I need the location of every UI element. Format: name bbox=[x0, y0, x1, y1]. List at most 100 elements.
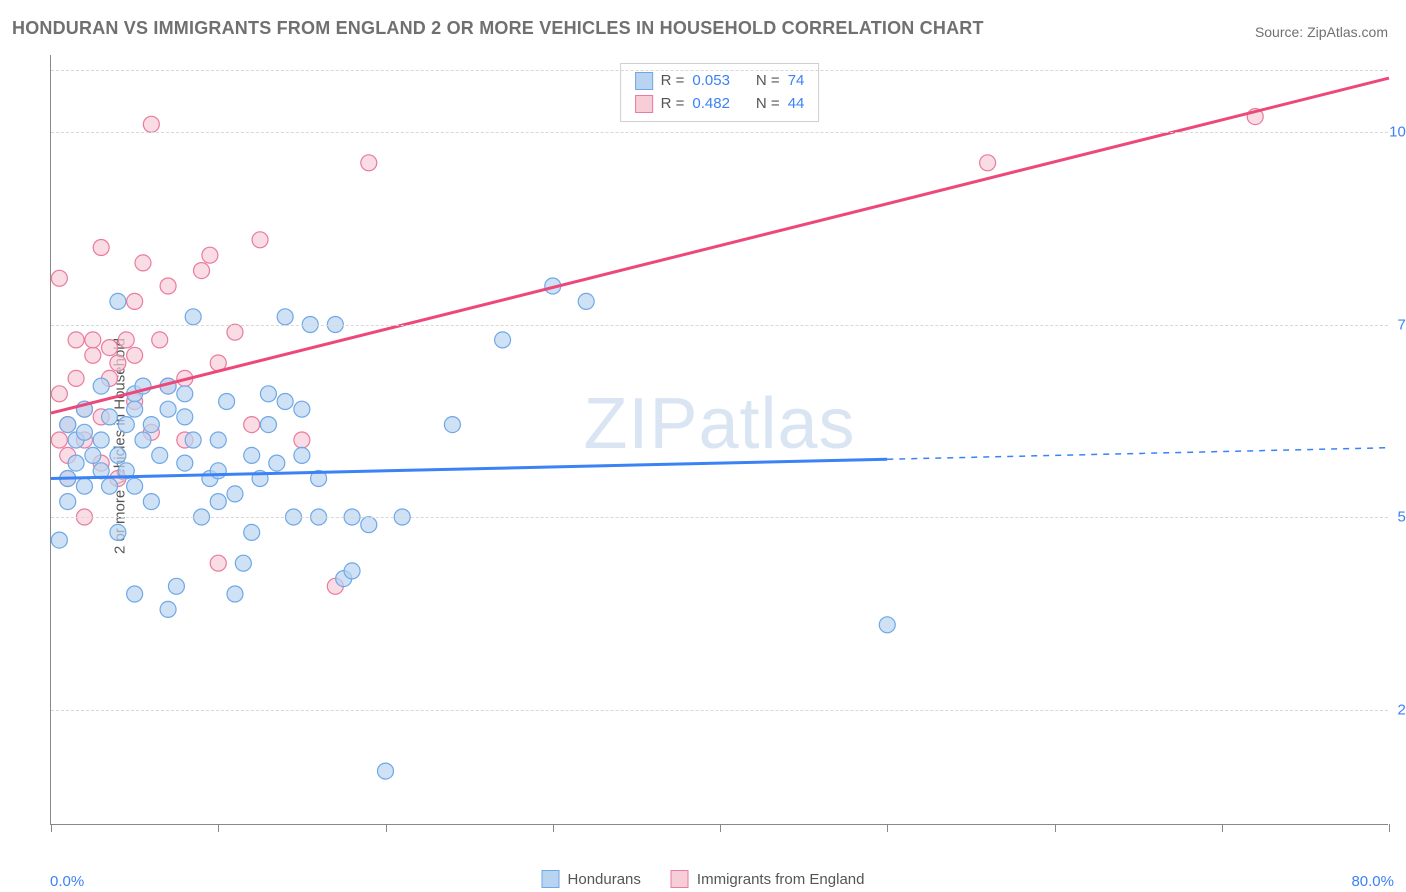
regression-line bbox=[51, 78, 1389, 413]
data-point bbox=[227, 324, 243, 340]
data-point bbox=[118, 417, 134, 433]
data-point bbox=[244, 447, 260, 463]
x-tick bbox=[553, 824, 554, 832]
data-point bbox=[210, 494, 226, 510]
x-tick bbox=[218, 824, 219, 832]
data-point bbox=[160, 278, 176, 294]
legend-item-a: Hondurans bbox=[542, 870, 641, 888]
data-point bbox=[102, 340, 118, 356]
data-point bbox=[68, 370, 84, 386]
data-point bbox=[60, 494, 76, 510]
data-point bbox=[294, 447, 310, 463]
data-point bbox=[51, 432, 67, 448]
data-point bbox=[879, 617, 895, 633]
data-point bbox=[344, 563, 360, 579]
regression-line-extrapolated bbox=[887, 448, 1389, 460]
data-point bbox=[294, 432, 310, 448]
data-point bbox=[294, 401, 310, 417]
chart-title: HONDURAN VS IMMIGRANTS FROM ENGLAND 2 OR… bbox=[12, 18, 984, 39]
data-point bbox=[235, 555, 251, 571]
data-point bbox=[85, 447, 101, 463]
data-point bbox=[495, 332, 511, 348]
data-point bbox=[168, 578, 184, 594]
grid-line bbox=[51, 517, 1388, 518]
data-point bbox=[85, 332, 101, 348]
data-point bbox=[219, 394, 235, 410]
series-legend: Hondurans Immigrants from England bbox=[542, 870, 865, 888]
data-point bbox=[93, 432, 109, 448]
swatch-b-icon bbox=[671, 870, 689, 888]
grid-line bbox=[51, 132, 1388, 133]
data-point bbox=[68, 332, 84, 348]
data-point bbox=[185, 432, 201, 448]
data-point bbox=[244, 417, 260, 433]
x-tick bbox=[1055, 824, 1056, 832]
data-point bbox=[143, 116, 159, 132]
legend-item-b: Immigrants from England bbox=[671, 870, 865, 888]
data-point bbox=[194, 263, 210, 279]
data-point bbox=[378, 763, 394, 779]
x-tick bbox=[51, 824, 52, 832]
data-point bbox=[76, 478, 92, 494]
data-point bbox=[127, 293, 143, 309]
data-point bbox=[127, 347, 143, 363]
source-label: Source: ZipAtlas.com bbox=[1255, 24, 1388, 40]
data-point bbox=[118, 332, 134, 348]
y-tick-label: 100.0% bbox=[1389, 124, 1406, 141]
data-point bbox=[51, 532, 67, 548]
data-point bbox=[361, 517, 377, 533]
data-point bbox=[93, 378, 109, 394]
data-point bbox=[185, 309, 201, 325]
y-tick-label: 25.0% bbox=[1397, 701, 1406, 718]
grid-line bbox=[51, 325, 1388, 326]
x-tick-label-max: 80.0% bbox=[1351, 873, 1394, 890]
data-point bbox=[260, 417, 276, 433]
legend-label-a: Hondurans bbox=[568, 871, 641, 888]
data-point bbox=[127, 586, 143, 602]
legend-label-b: Immigrants from England bbox=[697, 871, 865, 888]
data-point bbox=[93, 240, 109, 256]
data-point bbox=[135, 255, 151, 271]
data-point bbox=[361, 155, 377, 171]
y-tick-label: 50.0% bbox=[1397, 509, 1406, 526]
data-point bbox=[110, 524, 126, 540]
data-point bbox=[51, 270, 67, 286]
x-tick bbox=[1389, 824, 1390, 832]
data-point bbox=[143, 417, 159, 433]
data-point bbox=[210, 463, 226, 479]
data-point bbox=[102, 478, 118, 494]
data-point bbox=[110, 293, 126, 309]
x-tick bbox=[887, 824, 888, 832]
data-point bbox=[68, 455, 84, 471]
data-point bbox=[227, 486, 243, 502]
data-point bbox=[980, 155, 996, 171]
data-point bbox=[102, 409, 118, 425]
data-point bbox=[227, 586, 243, 602]
plot-area: ZIPatlas R = 0.053 N = 74 R = 0.482 N = … bbox=[50, 55, 1388, 825]
grid-line bbox=[51, 70, 1388, 71]
data-point bbox=[85, 347, 101, 363]
x-tick-label-min: 0.0% bbox=[50, 873, 84, 890]
x-tick bbox=[1222, 824, 1223, 832]
data-point bbox=[578, 293, 594, 309]
data-point bbox=[260, 386, 276, 402]
data-point bbox=[177, 455, 193, 471]
data-point bbox=[160, 601, 176, 617]
data-point bbox=[160, 401, 176, 417]
y-tick-label: 75.0% bbox=[1397, 316, 1406, 333]
data-point bbox=[269, 455, 285, 471]
data-point bbox=[252, 232, 268, 248]
data-point bbox=[110, 355, 126, 371]
swatch-a-icon bbox=[542, 870, 560, 888]
data-point bbox=[143, 494, 159, 510]
data-point bbox=[244, 524, 260, 540]
data-point bbox=[135, 432, 151, 448]
data-point bbox=[277, 309, 293, 325]
data-point bbox=[152, 447, 168, 463]
x-tick bbox=[720, 824, 721, 832]
data-point bbox=[127, 401, 143, 417]
grid-line bbox=[51, 710, 1388, 711]
data-point bbox=[51, 386, 67, 402]
data-point bbox=[177, 386, 193, 402]
data-point bbox=[210, 555, 226, 571]
